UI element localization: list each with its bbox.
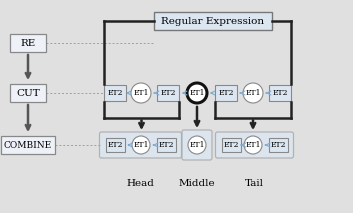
FancyBboxPatch shape xyxy=(269,138,287,152)
Circle shape xyxy=(243,83,263,103)
FancyBboxPatch shape xyxy=(106,138,125,152)
FancyBboxPatch shape xyxy=(215,85,237,101)
Circle shape xyxy=(244,136,262,154)
Text: ET2: ET2 xyxy=(218,89,234,97)
FancyBboxPatch shape xyxy=(10,84,46,102)
Text: ET1: ET1 xyxy=(133,89,149,97)
FancyBboxPatch shape xyxy=(10,34,46,52)
Circle shape xyxy=(132,136,150,154)
FancyBboxPatch shape xyxy=(156,138,175,152)
Circle shape xyxy=(188,136,206,154)
Text: COMBINE: COMBINE xyxy=(4,141,52,150)
Text: ET2: ET2 xyxy=(270,141,286,149)
FancyBboxPatch shape xyxy=(269,85,291,101)
FancyBboxPatch shape xyxy=(100,132,181,158)
Text: RE: RE xyxy=(20,39,36,47)
Text: Head: Head xyxy=(127,178,155,187)
Text: ET1: ET1 xyxy=(189,141,205,149)
Text: ET2: ET2 xyxy=(158,141,174,149)
FancyBboxPatch shape xyxy=(221,138,240,152)
Text: Middle: Middle xyxy=(179,178,215,187)
Circle shape xyxy=(131,83,151,103)
FancyBboxPatch shape xyxy=(1,136,55,154)
FancyBboxPatch shape xyxy=(154,12,272,30)
Text: ET2: ET2 xyxy=(272,89,288,97)
Text: ET1: ET1 xyxy=(245,89,261,97)
Circle shape xyxy=(187,83,207,103)
Text: ET2: ET2 xyxy=(223,141,239,149)
Text: ET1: ET1 xyxy=(189,89,205,97)
Text: Tail: Tail xyxy=(245,178,264,187)
Text: ET2: ET2 xyxy=(107,141,123,149)
FancyBboxPatch shape xyxy=(215,132,293,158)
Text: ET2: ET2 xyxy=(160,89,176,97)
Text: ET1: ET1 xyxy=(245,141,261,149)
Text: ET2: ET2 xyxy=(107,89,123,97)
FancyBboxPatch shape xyxy=(157,85,179,101)
FancyBboxPatch shape xyxy=(104,85,126,101)
Text: Regular Expression: Regular Expression xyxy=(161,16,264,26)
Text: ET1: ET1 xyxy=(133,141,149,149)
FancyBboxPatch shape xyxy=(182,130,212,160)
Text: CUT: CUT xyxy=(16,88,40,98)
